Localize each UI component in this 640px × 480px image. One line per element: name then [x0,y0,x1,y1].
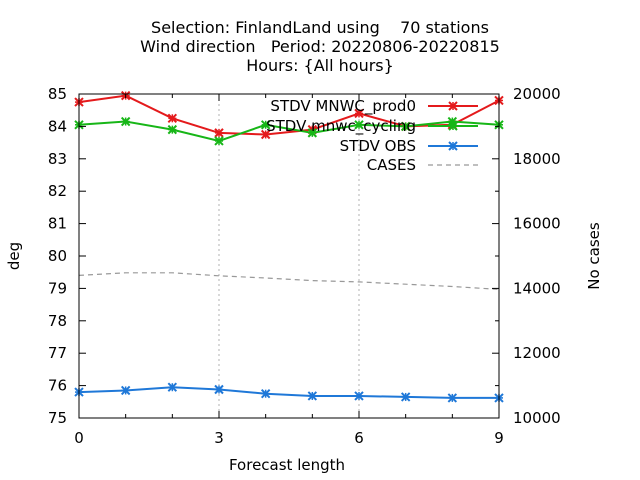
legend-label: STDV mnwc_cycling [266,117,416,136]
legend-label: STDV OBS [340,137,416,155]
plot-frame [78,93,500,419]
y2-tick-label: 18000 [513,150,561,168]
y-tick-label: 84 [48,117,67,135]
y-tick-label: 76 [48,377,67,395]
data-point [307,128,318,138]
chart-title-line-3: Hours: {All hours} [246,56,394,75]
y2-tick-label: 14000 [513,279,561,297]
y2-tick-label: 12000 [513,344,561,362]
data-point [120,385,131,396]
data-point [400,121,411,132]
y-tick-label: 81 [48,215,67,233]
data-point [167,382,178,392]
grid [218,94,360,418]
y2-tick-label: 16000 [513,215,561,233]
y-axis-label: deg [5,242,23,270]
y-tick-label: 82 [48,182,67,200]
data-point [447,393,458,403]
legend-marker [448,121,458,131]
data-point [354,108,364,119]
x-tick-label: 0 [74,429,84,447]
data-point [167,113,178,124]
legend-marker [448,141,458,151]
data-point [260,388,271,399]
y2-tick-label: 10000 [513,409,561,427]
y2-axis-label: No cases [585,222,603,290]
series-line [78,386,499,399]
y-tick-label: 75 [48,409,67,427]
chart-title-line-1: Selection: FinlandLand using 70 stations [151,18,489,37]
y-tick-label: 79 [48,279,67,297]
y-tick-label: 77 [48,344,67,362]
data-point [167,124,178,135]
legend-label: STDV MNWC_prod0 [270,97,416,116]
legend-marker [448,101,458,111]
data-point [260,129,271,140]
data-point [307,391,318,401]
series-line [78,272,500,290]
series-line [78,120,500,143]
legend-label: CASES [367,156,416,174]
data-point [214,136,224,146]
chart-title-line-2: Wind direction Period: 20220806-20220815 [140,37,500,56]
x-tick-label: 6 [354,429,364,447]
data-point [120,116,131,127]
data-point [354,391,364,401]
data-point [214,384,224,395]
y2-tick-label: 20000 [513,85,561,103]
x-tick-label: 9 [494,429,504,447]
x-axis-label: Forecast length [229,456,345,474]
y-tick-label: 85 [48,85,67,103]
data-point [354,120,364,130]
data-point [400,392,411,402]
y-tick-label: 80 [48,247,67,265]
axes: 0 3 6 9 75 76 77 78 79 80 81 82 83 84 85 10000 12000 1400… [48,85,561,447]
data-point [214,128,224,138]
x-tick-label: 3 [214,429,224,447]
data-point [260,120,271,130]
y-tick-label: 83 [48,150,67,168]
y-tick-label: 78 [48,312,67,330]
series-layer [74,90,504,403]
